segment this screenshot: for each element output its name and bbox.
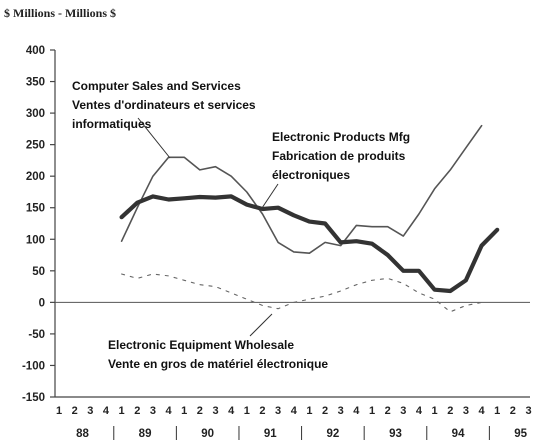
quarter-tick-label: 4 <box>291 405 298 417</box>
y-tick-label: 400 <box>26 45 45 57</box>
year-tick-label: 94 <box>452 428 465 440</box>
series-label-1: Ventes d'ordinateurs et services <box>72 98 256 112</box>
quarter-tick-label: 1 <box>369 405 375 417</box>
y-tick-label: 300 <box>26 108 45 120</box>
quarter-tick-label: 4 <box>228 405 235 417</box>
y-tick-label: 350 <box>26 77 45 89</box>
quarter-tick-label: 1 <box>244 405 250 417</box>
series-label-3: Electronic Equipment Wholesale <box>108 338 294 352</box>
quarter-tick-label: 1 <box>181 405 187 417</box>
y-tick-label: 250 <box>26 140 45 152</box>
quarter-tick-label: 2 <box>72 405 78 417</box>
quarter-tick-label: 3 <box>338 405 344 417</box>
quarter-tick-label: 1 <box>306 405 312 417</box>
y-tick-label: -100 <box>22 360 45 372</box>
year-tick-label: 93 <box>389 428 402 440</box>
y-tick-label: -150 <box>22 392 45 404</box>
quarter-tick-label: 4 <box>478 405 485 417</box>
quarter-tick-label: 4 <box>416 405 423 417</box>
quarter-tick-label: 2 <box>259 405 265 417</box>
quarter-tick-label: 3 <box>400 405 406 417</box>
quarter-tick-label: 4 <box>103 405 110 417</box>
quarter-tick-label: 1 <box>432 405 438 417</box>
quarter-tick-label: 1 <box>494 405 500 417</box>
quarter-tick-label: 3 <box>150 405 156 417</box>
y-tick-label: 50 <box>32 266 45 278</box>
series-line-1 <box>120 124 483 254</box>
quarter-tick-label: 3 <box>212 405 218 417</box>
quarter-tick-label: 2 <box>197 405 203 417</box>
quarter-tick-label: 3 <box>87 405 93 417</box>
leader-line-wholesale <box>249 313 273 337</box>
unit-label: $ Millions - Millions $ <box>4 6 117 20</box>
series-label-2: Electronic Products Mfg <box>272 130 410 144</box>
quarter-tick-label: 3 <box>275 405 281 417</box>
series-label-2: électroniques <box>272 168 350 182</box>
year-tick-label: 91 <box>264 428 277 440</box>
y-tick-label: 150 <box>26 203 45 215</box>
quarter-tick-label: 2 <box>510 405 516 417</box>
quarter-tick-label: 4 <box>353 405 360 417</box>
quarter-tick-label: 1 <box>119 405 125 417</box>
year-tick-label: 89 <box>139 428 152 440</box>
quarter-tick-label: 2 <box>134 405 140 417</box>
quarter-tick-label: 1 <box>56 405 62 417</box>
y-tick-label: 200 <box>26 171 45 183</box>
series-label-2: Fabrication de produits <box>272 149 406 163</box>
quarter-tick-label: 2 <box>385 405 391 417</box>
quarter-tick-label: 2 <box>322 405 328 417</box>
quarter-tick-label: 2 <box>447 405 453 417</box>
year-tick-label: 92 <box>326 428 339 440</box>
leader-line-electronic-mfg <box>261 183 279 209</box>
series-label-1: Computer Sales and Services <box>72 79 241 93</box>
year-tick-label: 95 <box>514 428 527 440</box>
quarter-tick-label: 3 <box>463 405 469 417</box>
series-line-2 <box>119 194 500 294</box>
y-tick-label: -50 <box>28 329 45 341</box>
quarter-tick-label: 3 <box>525 405 531 417</box>
leader-line-computer <box>137 117 171 159</box>
series-line-3 <box>121 273 483 313</box>
y-tick-label: 100 <box>26 234 45 246</box>
quarter-tick-label: 4 <box>165 405 172 417</box>
series-label-3: Vente en gros de matériel électronique <box>108 357 328 371</box>
year-tick-label: 88 <box>76 428 89 440</box>
y-tick-label: 0 <box>39 297 45 309</box>
year-tick-label: 90 <box>201 428 214 440</box>
series-label-1: informatiques <box>72 117 152 131</box>
